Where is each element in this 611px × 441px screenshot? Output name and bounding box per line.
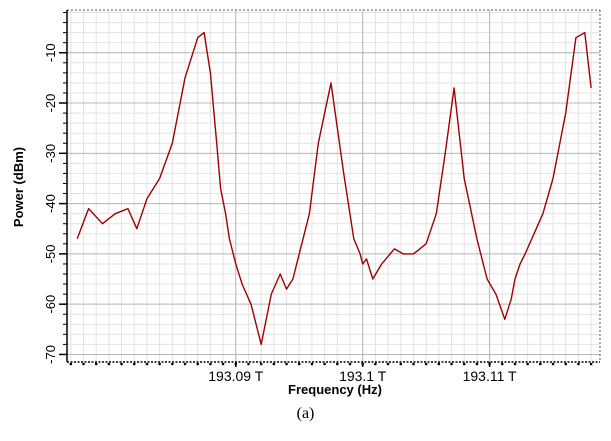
- x-minor-tick: [323, 363, 326, 366]
- x-minor-tick: [577, 363, 580, 366]
- x-minor-tick: [82, 363, 85, 366]
- x-minor-tick: [374, 363, 377, 366]
- x-minor-tick: [412, 363, 415, 366]
- x-minor-tick: [298, 363, 301, 366]
- x-minor-tick: [158, 363, 161, 366]
- x-minor-tick: [514, 363, 517, 366]
- x-minor-tick: [387, 363, 390, 366]
- x-minor-tick: [273, 363, 276, 366]
- x-minor-tick: [95, 363, 98, 366]
- x-axis-label: Frequency (Hz): [288, 382, 382, 397]
- x-minor-tick: [70, 363, 73, 366]
- x-minor-tick: [552, 363, 555, 366]
- x-minor-tick: [399, 363, 402, 366]
- x-minor-tick: [425, 363, 428, 366]
- y-tick-label: -10: [43, 43, 58, 62]
- x-minor-tick: [438, 363, 441, 366]
- y-tick-label: -40: [43, 194, 58, 213]
- x-minor-tick: [196, 363, 199, 366]
- y-axis-label: Power (dBm): [11, 147, 26, 227]
- y-tick-label: -30: [43, 144, 58, 163]
- x-minor-tick: [133, 363, 136, 366]
- y-tick-label: -70: [43, 345, 58, 364]
- figure-caption: (a): [0, 405, 611, 423]
- x-tick-label: 193.11 T: [463, 368, 517, 384]
- x-minor-tick: [564, 363, 567, 366]
- x-minor-tick: [209, 363, 212, 366]
- x-minor-tick: [336, 363, 339, 366]
- y-tick-label: -50: [43, 244, 58, 263]
- x-minor-tick: [222, 363, 225, 366]
- x-tick-label: 193.09 T: [208, 368, 263, 384]
- x-minor-tick: [108, 363, 111, 366]
- x-minor-tick: [526, 363, 529, 366]
- y-tick-label: -20: [43, 94, 58, 113]
- x-minor-tick: [463, 363, 466, 366]
- x-minor-tick: [260, 363, 263, 366]
- x-minor-tick: [171, 363, 174, 366]
- x-minor-tick: [285, 363, 288, 366]
- x-minor-tick: [146, 363, 149, 366]
- plot-background: [0, 0, 611, 400]
- x-minor-tick: [501, 363, 504, 366]
- x-minor-tick: [184, 363, 187, 366]
- x-minor-tick: [311, 363, 314, 366]
- x-minor-tick: [120, 363, 123, 366]
- x-minor-tick: [539, 363, 542, 366]
- x-minor-tick: [590, 363, 593, 366]
- x-minor-tick: [450, 363, 453, 366]
- x-minor-tick: [247, 363, 250, 366]
- y-tick-label: -60: [43, 295, 58, 314]
- x-minor-tick: [349, 363, 352, 366]
- x-minor-tick: [476, 363, 479, 366]
- power-spectrum-chart: -10-20-30-40-50-60-70 193.09 T 193.1 T 193…: [0, 0, 611, 400]
